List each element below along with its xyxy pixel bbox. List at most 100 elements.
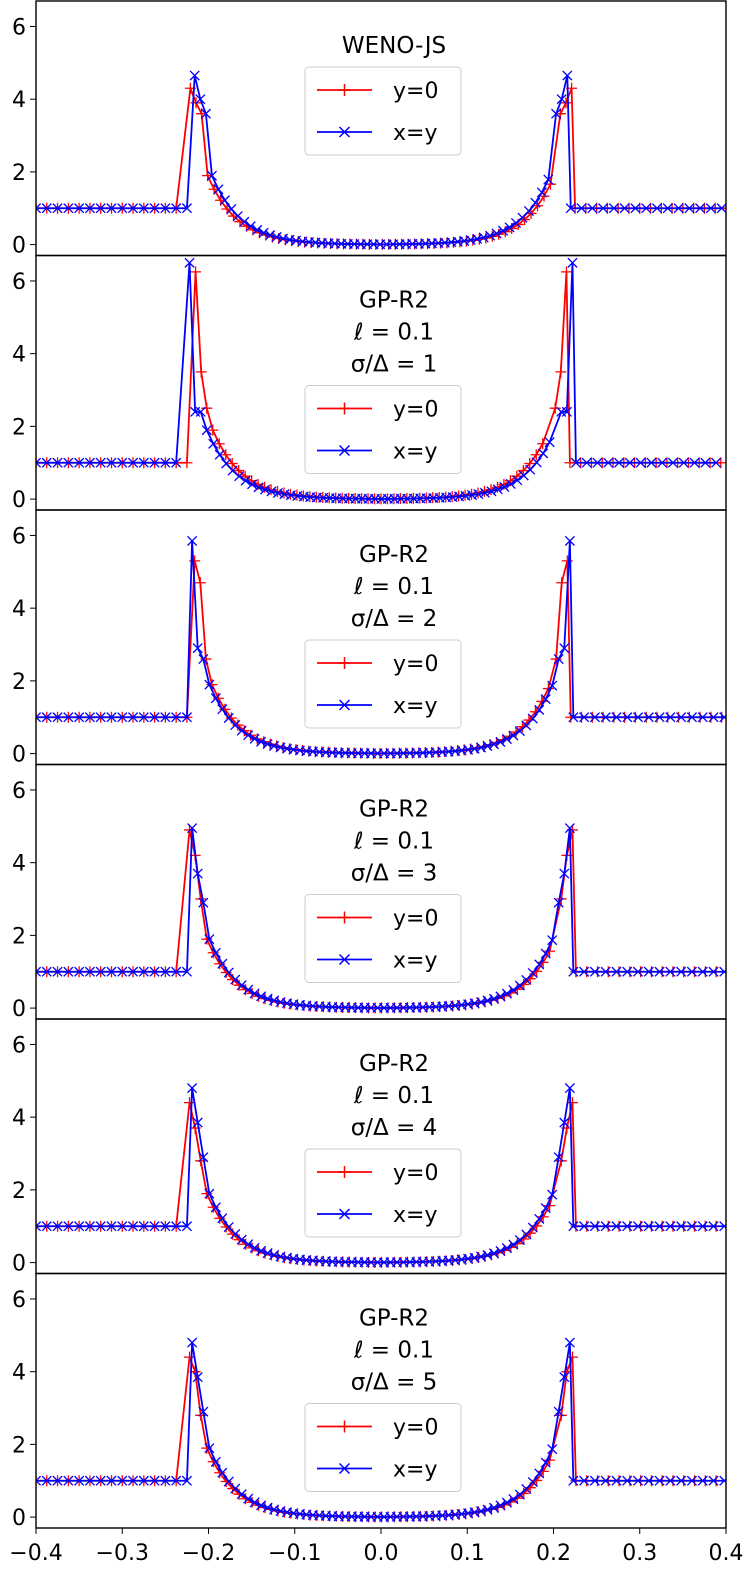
marker-x [268, 740, 280, 752]
marker-x [138, 966, 149, 977]
marker-x [245, 221, 256, 232]
marker-x [117, 966, 128, 977]
marker-x [643, 712, 654, 723]
plot-area [36, 823, 726, 1014]
marker-plus [201, 402, 213, 414]
legend-label: y=0 [393, 652, 438, 677]
marker-plus [566, 1097, 578, 1109]
marker-x [95, 203, 106, 214]
marker-x [236, 980, 247, 991]
marker-x [36, 1221, 42, 1232]
marker-x [564, 823, 575, 834]
marker-x [719, 966, 726, 977]
panel-title-line: ℓ = 0.1 [353, 574, 434, 600]
marker-x [534, 959, 545, 970]
marker-x [41, 966, 52, 977]
marker-x [488, 1502, 500, 1513]
marker-x [63, 966, 74, 977]
marker-x [497, 225, 509, 236]
panel-title-line: σ/Δ = 5 [351, 1370, 438, 1396]
marker-x [268, 1504, 280, 1515]
x-axis: −0.4 −0.3 −0.2 −0.1 0.0 0.1 0.2 0.3 0.4 [9, 1528, 744, 1566]
marker-x [63, 457, 74, 468]
marker-x [611, 1221, 622, 1232]
marker-x [198, 897, 209, 908]
legend-marker-plus [338, 1420, 351, 1433]
marker-x [527, 1476, 538, 1488]
marker-x [488, 993, 500, 1004]
marker-x [632, 1221, 644, 1232]
marker-x [171, 203, 182, 214]
marker-x [686, 712, 697, 723]
marker-x [243, 984, 254, 995]
x-tick-label: 0.4 [709, 1541, 744, 1566]
marker-x [579, 1475, 590, 1486]
panel-p6: 0 2 4 6 GP-R2 ℓ = 0.1 σ/Δ = 5 y=0 x=y [12, 1272, 727, 1531]
marker-x [252, 224, 263, 235]
marker-x [697, 1475, 708, 1486]
marker-x [553, 1152, 564, 1163]
y-tick-label: 6 [12, 270, 26, 295]
marker-x [84, 712, 95, 723]
marker-x [622, 966, 633, 977]
marker-x [198, 654, 209, 665]
marker-x [256, 1500, 267, 1511]
marker-x [547, 1189, 558, 1200]
marker-x [171, 966, 182, 977]
marker-x [564, 1083, 575, 1094]
legend-marker-plus [338, 402, 351, 415]
x-tick-label: 0.2 [536, 1541, 571, 1566]
marker-x [181, 1221, 192, 1232]
marker-x [632, 712, 644, 723]
marker-x [540, 694, 551, 705]
marker-x [700, 457, 711, 468]
marker-x [138, 203, 149, 214]
panel-title-line: ℓ = 0.1 [353, 1338, 434, 1364]
marker-x [570, 457, 581, 468]
x-tick-label: −0.4 [9, 1541, 62, 1566]
marker-x [201, 425, 212, 436]
marker-x [236, 1489, 247, 1500]
marker-x [719, 1475, 726, 1486]
marker-x [249, 1242, 260, 1253]
marker-x [486, 486, 497, 497]
marker-plus [213, 438, 225, 450]
marker-x [171, 1221, 182, 1232]
marker-x [217, 704, 228, 715]
marker-plus [550, 653, 562, 665]
series-line-x=y [36, 1087, 725, 1264]
marker-x [36, 457, 42, 468]
y-tick-label: 4 [12, 1361, 26, 1386]
marker-x [579, 712, 590, 723]
marker-x [181, 203, 192, 214]
marker-x [52, 1221, 63, 1232]
marker-x [187, 1083, 198, 1094]
marker-x [204, 1188, 215, 1199]
marker-x [475, 997, 487, 1008]
legend-label: x=y [393, 949, 437, 974]
marker-x [217, 958, 228, 969]
marker-x [654, 712, 665, 723]
marker-x [187, 1337, 198, 1348]
legend-label: x=y [393, 1458, 437, 1483]
y-tick-label: 2 [12, 670, 26, 695]
panel-title-line: ℓ = 0.1 [353, 320, 434, 346]
marker-x [117, 203, 128, 214]
marker-x [579, 966, 590, 977]
marker-plus [195, 893, 207, 905]
marker-x [262, 993, 273, 1004]
marker-x [258, 227, 269, 238]
marker-x [138, 712, 149, 723]
marker-x [84, 203, 95, 214]
marker-x [564, 535, 575, 546]
legend-label: x=y [393, 440, 437, 465]
marker-x [36, 203, 42, 214]
marker-x [74, 1475, 85, 1486]
marker-x [538, 448, 549, 459]
y-tick-label: 6 [12, 1033, 26, 1058]
marker-x [695, 203, 706, 214]
marker-x [204, 679, 215, 690]
marker-x [568, 1221, 579, 1232]
marker-x [187, 823, 198, 834]
marker-x [562, 70, 573, 81]
